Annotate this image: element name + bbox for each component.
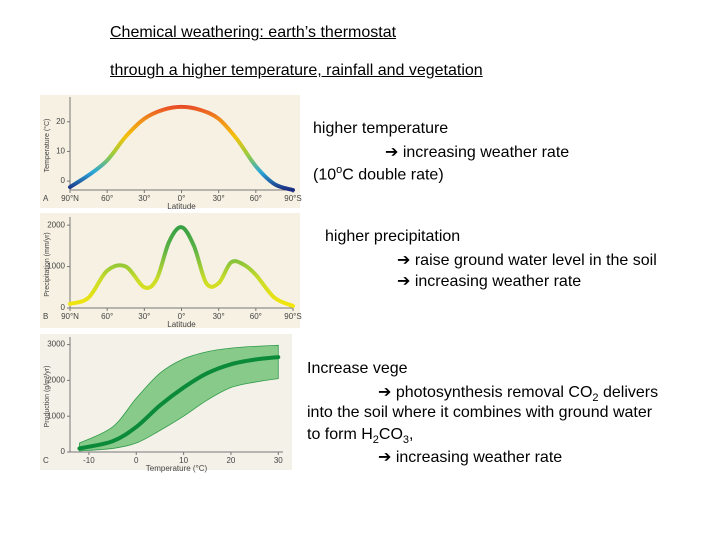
x-tick-label: 60° — [101, 312, 113, 321]
subscript: 2 — [372, 434, 379, 447]
text-line: Increase vege — [307, 360, 408, 377]
text: (10 — [313, 166, 337, 184]
x-tick-label: 10 — [179, 456, 188, 465]
text-line: ➔ increasing weather rate — [378, 449, 563, 466]
x-tick-label: 30° — [213, 194, 225, 203]
subtitle: through a higher temperature, rainfall a… — [110, 62, 483, 79]
text-line: higher temperature — [313, 120, 449, 137]
subscript: 3 — [402, 434, 410, 447]
y-tick-label: 20 — [56, 117, 65, 126]
x-tick-label: -10 — [83, 456, 95, 465]
line — [68, 104, 295, 192]
x-tick-label: 60° — [250, 194, 262, 203]
superscript: o — [336, 164, 343, 176]
x-tick-label: 60° — [250, 312, 262, 321]
x-axis-label: Latitude — [167, 202, 196, 211]
x-tick-label: 30° — [138, 194, 150, 203]
y-tick-label: 10 — [56, 147, 65, 156]
text-line: (10oC double rate) — [313, 164, 444, 184]
y-axis-label: Production (g/m²/yr) — [44, 366, 51, 428]
text-line: ➔ increasing weather rate — [385, 144, 570, 161]
text: , — [409, 426, 414, 443]
x-tick-label: 60° — [101, 194, 113, 203]
y-tick-label: 0 — [61, 303, 66, 312]
x-tick-label: 90°S — [284, 194, 301, 203]
y-tick-label: 2000 — [47, 375, 65, 384]
text-line: higher precipitation — [325, 228, 461, 245]
x-tick-label: 20 — [226, 456, 235, 465]
panel-letter: A — [43, 194, 49, 203]
x-tick-label: 0° — [178, 312, 186, 321]
text-line: to form H2CO3, — [307, 426, 414, 446]
x-tick-label: 0 — [134, 456, 139, 465]
y-tick-label: 1000 — [47, 262, 65, 271]
y-tick-label: 2000 — [47, 220, 65, 229]
band — [79, 344, 279, 452]
x-tick-label: 30° — [213, 312, 225, 321]
text-line: ➔ raise ground water level in the soil — [397, 252, 657, 269]
x-tick-label: 0° — [178, 194, 186, 203]
text: CO — [378, 426, 403, 443]
text-line: ➔ increasing weather rate — [397, 273, 582, 290]
subscript: 2 — [592, 392, 599, 405]
y-axis-label: Precipitation (mm/yr) — [44, 232, 51, 297]
text-line: into the soil where it combines with gro… — [307, 404, 653, 421]
text: C double rate) — [342, 166, 444, 184]
y-tick-label: 0 — [61, 447, 66, 456]
x-tick-label: 90°N — [61, 312, 79, 321]
x-axis-label: Latitude — [167, 320, 196, 329]
line — [68, 225, 295, 308]
y-tick-label: 0 — [61, 176, 66, 185]
line — [77, 355, 281, 451]
x-tick-label: 30 — [274, 456, 283, 465]
figure-bg — [40, 95, 300, 208]
x-tick-label: 30° — [138, 312, 150, 321]
figure-bg — [40, 213, 300, 328]
text-line: ➔ photosynthesis removal CO2 delivers — [378, 382, 658, 404]
y-axis-label: Temperature (°C) — [43, 119, 51, 173]
x-tick-label: 90°S — [284, 312, 301, 321]
x-axis-label: Temperature (°C) — [146, 464, 208, 473]
text: to form H — [307, 426, 373, 443]
title: Chemical weathering: earth’s thermostat — [110, 24, 397, 41]
y-tick-label: 3000 — [47, 340, 65, 349]
panel-letter: C — [43, 456, 49, 465]
y-tick-label: 1000 — [47, 411, 65, 420]
text: delivers — [598, 384, 659, 401]
panel-letter: B — [43, 312, 48, 321]
text: ➔ photosynthesis removal CO — [378, 384, 593, 401]
x-tick-label: 90°N — [61, 194, 79, 203]
